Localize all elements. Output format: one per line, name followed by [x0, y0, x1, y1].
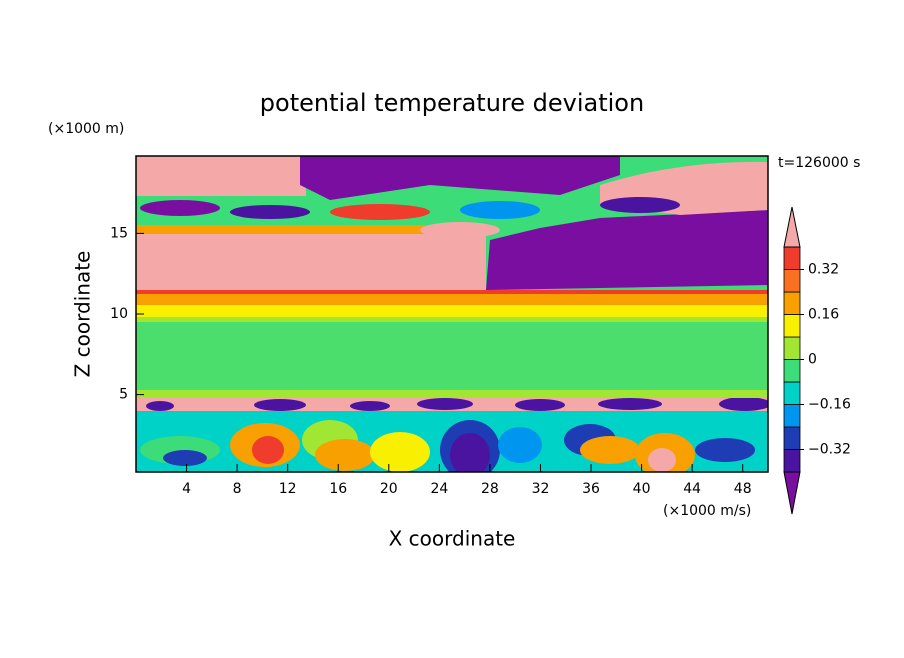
x-tick-label: 24 [430, 481, 448, 497]
x-tick-label: 48 [734, 481, 752, 497]
y-unit: (×1000 m) [48, 121, 124, 137]
colorbar-band [783, 336, 801, 360]
field-region [136, 156, 306, 196]
field-region [648, 448, 676, 472]
chart-title: potential temperature deviation [260, 89, 644, 117]
y-axis-label: Z coordinate [71, 251, 95, 378]
x-tick-label: 36 [582, 481, 600, 497]
field-region [136, 232, 486, 290]
colorbar: −0.32 −0.16 0 0.16 0.32 [783, 206, 851, 515]
colorbar-band [783, 426, 801, 450]
colorbar-band [783, 269, 801, 293]
field-region [486, 210, 768, 290]
y-tick-label: 5 [119, 387, 128, 403]
colorbar-band [783, 246, 801, 270]
y-tick-label: 15 [110, 225, 128, 241]
colorbar-extension [783, 206, 801, 248]
field-region [136, 225, 496, 234]
colorbar-label: 0.32 [808, 262, 839, 278]
colorbar-extension [783, 471, 801, 515]
colorbar-band [783, 314, 801, 338]
field-region [598, 398, 662, 410]
colorbar-label: −0.16 [808, 397, 851, 413]
field-region [450, 433, 490, 472]
x-tick-label: 8 [233, 481, 242, 497]
colorbar-band [783, 291, 801, 315]
field-region [370, 432, 430, 472]
field-region [719, 397, 768, 411]
field-region [136, 305, 768, 317]
field-region [252, 436, 284, 464]
field-region [315, 439, 375, 471]
field-region [140, 200, 220, 216]
colorbar-band [783, 359, 801, 383]
field-region [230, 205, 310, 219]
x-tick-label: 32 [532, 481, 550, 497]
x-unit: (×1000 m/s) [663, 503, 751, 519]
colorbar-label: −0.32 [808, 442, 851, 458]
field-region [580, 436, 640, 464]
field-region [350, 401, 390, 411]
annotation: t=126000 s [778, 155, 860, 171]
x-tick-label: 12 [279, 481, 297, 497]
field-region [300, 156, 620, 200]
field-region [163, 450, 207, 466]
field-region [498, 427, 542, 463]
contour-field [136, 156, 768, 472]
colorbar-band [783, 404, 801, 428]
field-region [417, 398, 473, 410]
field-region [254, 399, 306, 411]
field-region [420, 222, 500, 238]
field-region [136, 292, 768, 305]
x-tick-label: 40 [633, 481, 651, 497]
field-region [136, 322, 768, 390]
field-region [695, 438, 755, 462]
x-tick-label: 4 [182, 481, 191, 497]
x-tick-label: 20 [380, 481, 398, 497]
x-axis-label: X coordinate [389, 527, 516, 551]
colorbar-label: 0 [808, 352, 817, 368]
field-region [330, 204, 430, 220]
field-region [146, 401, 174, 411]
field-region [600, 197, 680, 213]
x-tick-label: 28 [481, 481, 499, 497]
x-tick-label: 44 [683, 481, 701, 497]
colorbar-band [783, 381, 801, 405]
field-region [136, 290, 768, 294]
colorbar-band [783, 449, 801, 473]
field-region [515, 399, 565, 411]
colorbar-label: 0.16 [808, 307, 839, 323]
field-region [460, 201, 540, 219]
y-tick-label: 10 [110, 306, 128, 322]
x-tick-label: 16 [329, 481, 347, 497]
